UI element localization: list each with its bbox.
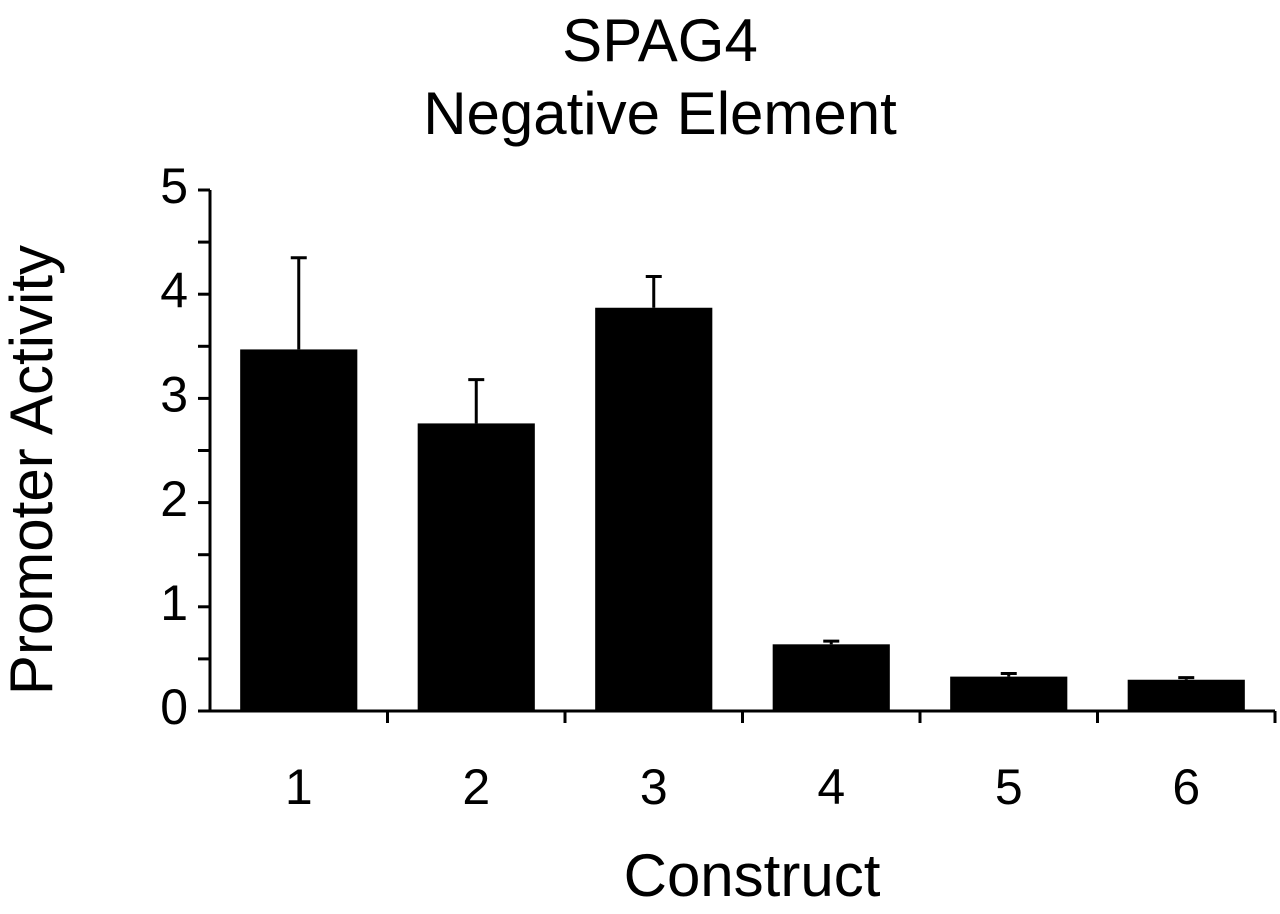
x-tick-label: 5 [995,759,1023,815]
y-tick-label: 0 [160,679,188,735]
chart-subtitle: Negative Element [423,80,897,147]
y-tick-label: 2 [160,471,188,527]
y-tick-label: 3 [160,367,188,423]
bar [950,676,1068,711]
x-tick-label: 6 [1172,759,1200,815]
bar [417,423,535,711]
x-axis-title: Construct [624,842,881,909]
x-tick-label: 2 [462,759,490,815]
bar [772,644,890,711]
y-tick-label: 1 [160,575,188,631]
x-tick-label: 4 [817,759,845,815]
x-tick-label: 1 [285,759,313,815]
y-tick-label: 4 [160,262,188,318]
y-axis-title: Promoter Activity [0,245,65,695]
x-tick-label: 3 [640,759,668,815]
chart-title: SPAG4 [562,7,758,74]
bar [595,307,713,711]
bar [1127,679,1245,711]
y-tick-label: 5 [160,158,188,214]
bar [240,349,358,711]
